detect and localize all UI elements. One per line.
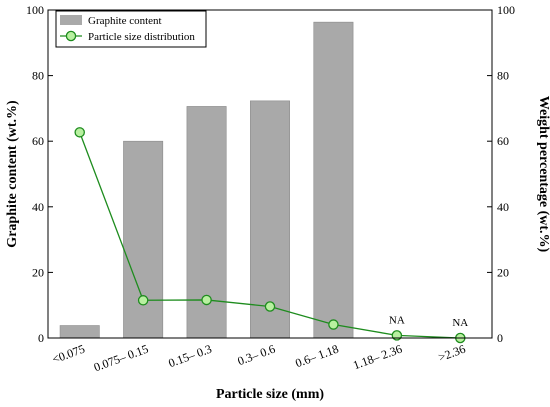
right-tick-label-5: 100 <box>497 3 515 17</box>
line-point-4 <box>328 319 339 330</box>
legend-box <box>55 10 207 48</box>
x-tick-label-6: >2.36 <box>436 342 467 365</box>
line-point-0 <box>74 127 85 138</box>
x-axis: <0.075 0.075– 0.15 0.15– 0.3 0.3– 0.6 0.6– 1… <box>50 342 467 375</box>
x-tick-label-4: 0.6– 1.18 <box>293 342 340 371</box>
x-tick-label-5: 1.18– 2.36 <box>351 342 404 373</box>
right-tick-label-1: 20 <box>497 265 509 279</box>
plot-frame <box>47 9 493 339</box>
na-annotation-1: NA <box>452 317 468 329</box>
left-tick-label-1: 20 <box>32 265 44 279</box>
legend: Graphite content Particle size distribut… <box>55 10 207 48</box>
bar-0 <box>59 325 100 339</box>
x-axis-title: Particle size (mm) <box>216 387 324 402</box>
left-tick-label-3: 60 <box>32 134 44 148</box>
line-point-3 <box>264 301 276 312</box>
x-tick-label-2: 0.15– 0.3 <box>167 342 214 371</box>
x-tick-label-3: 0.3– 0.6 <box>236 342 277 368</box>
legend-line-marker <box>65 30 77 42</box>
x-tick-label-0: <0.075 <box>50 342 87 367</box>
bars-layer <box>59 21 354 339</box>
line-point-5 <box>391 330 403 341</box>
legend-bar-swatch <box>60 15 82 25</box>
right-tick-label-4: 80 <box>497 69 509 83</box>
left-tick-label-2: 40 <box>32 200 44 214</box>
x-tick-label-1: 0.075– 0.15 <box>92 342 150 375</box>
left-tick-label-4: 80 <box>32 69 44 83</box>
right-tick-label-2: 40 <box>497 200 509 214</box>
right-axis-title: Weight percentage (wt.%) <box>536 96 550 253</box>
left-tick-label-0: 0 <box>38 331 44 345</box>
line-layer <box>74 127 466 344</box>
left-axis: 0 20 40 60 80 100 <box>26 3 53 345</box>
line-point-2 <box>201 294 212 306</box>
bar-1 <box>123 140 164 339</box>
left-axis-title: Graphite content (wt.%) <box>5 100 20 248</box>
legend-line-label: Particle size distribution <box>88 31 195 43</box>
bar-3 <box>250 100 290 339</box>
right-tick-label-0: 0 <box>497 331 503 345</box>
legend-bar-label: Graphite content <box>88 15 162 27</box>
right-axis: 0 20 40 60 80 100 <box>487 3 515 345</box>
left-tick-label-5: 100 <box>26 3 44 17</box>
right-tick-label-3: 60 <box>497 134 509 148</box>
line-point-1 <box>137 295 149 306</box>
na-annotation-0: NA <box>389 314 405 326</box>
annotations-layer: NA NA <box>389 314 468 329</box>
bar-4 <box>313 21 354 339</box>
